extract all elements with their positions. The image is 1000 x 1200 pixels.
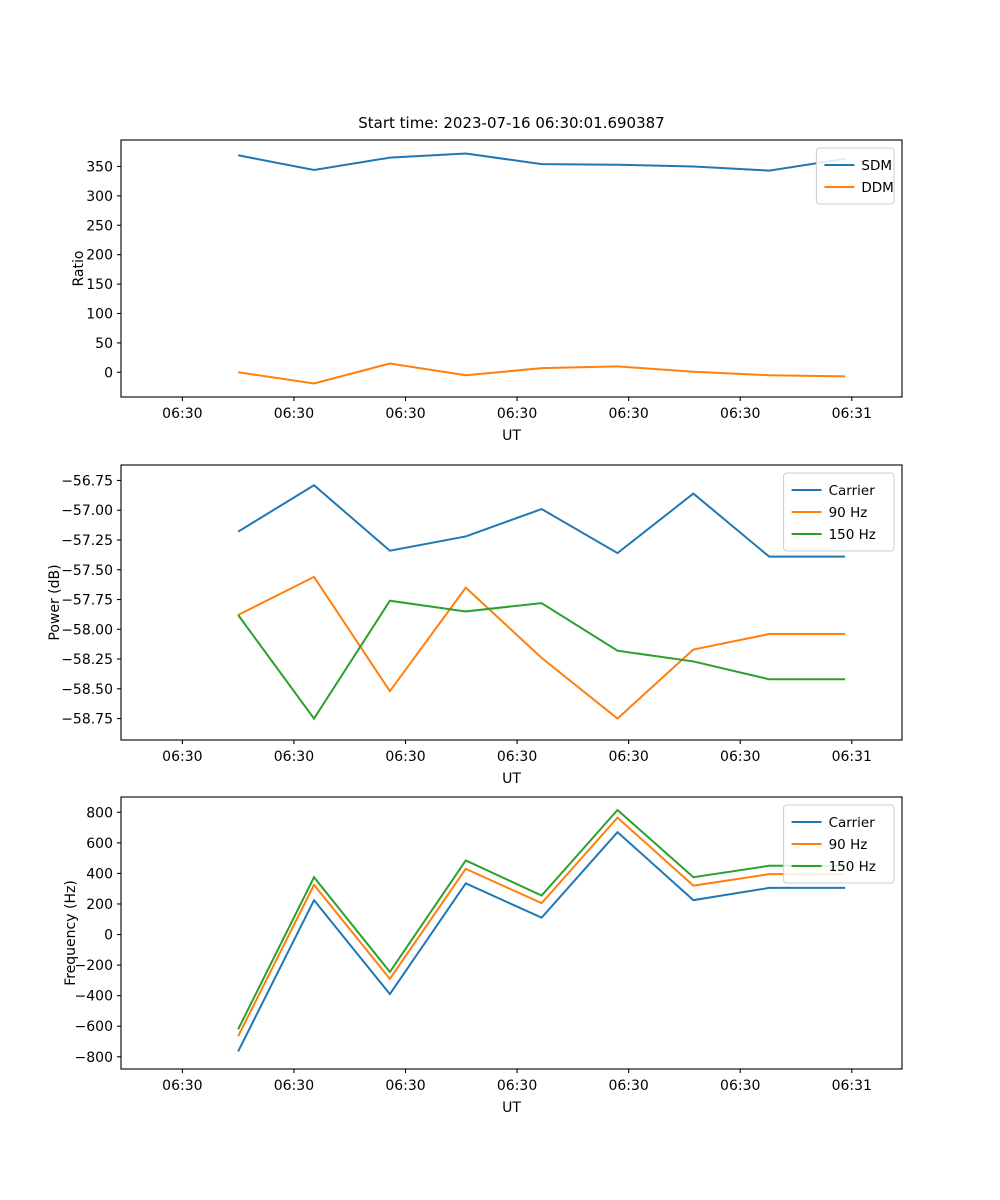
data-lines [237, 152, 846, 385]
y-tick-label: 600 [86, 836, 113, 852]
x-axis-label: UT [502, 771, 521, 787]
legend-label-150-hz: 150 Hz [829, 859, 876, 875]
legend-label-carrier: Carrier [829, 815, 876, 831]
x-tick-label: 06:30 [497, 406, 537, 422]
y-tick-label: −58.00 [61, 622, 113, 638]
legend-box [783, 804, 895, 884]
y-axis-label: Ratio [71, 251, 87, 287]
subplot-ratio: Start time: 2023-07-16 06:30:01.690387 06… [0, 110, 1000, 455]
x-tick-label: 06:30 [720, 749, 760, 765]
y-tick-label: −800 [75, 1050, 113, 1066]
legend-label-90-hz: 90 Hz [829, 837, 868, 853]
x-tick-label: 06:30 [608, 749, 648, 765]
y-tick-label: 100 [86, 306, 113, 322]
legend-label-ddm: DDM [861, 180, 893, 196]
x-tick-label: 06:31 [832, 749, 872, 765]
series-line-sdm [237, 152, 846, 172]
x-tick-label: 06:30 [497, 1078, 537, 1094]
x-tick-label: 06:30 [385, 749, 425, 765]
series-line-90-hz [237, 816, 846, 1037]
legend: SDM DDM [815, 147, 895, 205]
y-tick-label: 200 [86, 248, 113, 264]
x-tick-label: 06:30 [385, 1078, 425, 1094]
y-tick-label: 350 [86, 159, 113, 175]
y-tick-label: −57.75 [61, 593, 113, 609]
x-axis-label: UT [502, 1100, 521, 1116]
x-tick-label: 06:31 [832, 1078, 872, 1094]
legend-label-carrier: Carrier [829, 483, 876, 499]
y-tick-label: 300 [86, 189, 113, 205]
x-tick-label: 06:30 [608, 406, 648, 422]
subplot-frequency: 06:30 06:30 06:30 06:30 06:30 06:30 06:31 UT −80… [0, 787, 1000, 1117]
legend-box [783, 472, 895, 552]
x-tick-label: 06:30 [162, 406, 202, 422]
series-line-ddm [238, 362, 846, 385]
panel-power-canvas: 06:30 06:30 06:30 06:30 06:30 06:30 06:31 UT −56… [47, 464, 903, 787]
data-lines [237, 484, 846, 721]
x-tick-label: 06:30 [162, 749, 202, 765]
y-tick-label: −400 [75, 989, 113, 1005]
legend-box [815, 147, 895, 205]
y-tick-label: 150 [86, 277, 113, 293]
x-tick-label: 06:30 [274, 406, 314, 422]
panel-frequency-canvas: 06:30 06:30 06:30 06:30 06:30 06:30 06:31 UT −80… [63, 796, 903, 1116]
legend: Carrier 90 Hz 150 Hz [783, 804, 895, 884]
y-tick-label: −57.25 [61, 533, 113, 549]
y-tick-label: −200 [75, 958, 113, 974]
legend-label-150-hz: 150 Hz [829, 527, 876, 543]
x-tick-label: 06:30 [274, 1078, 314, 1094]
subplot-power: 06:30 06:30 06:30 06:30 06:30 06:30 06:31 UT −56… [0, 455, 1000, 787]
legend-label-90-hz: 90 Hz [829, 505, 868, 521]
series-line-carrier [237, 830, 846, 1052]
x-tick-label: 06:30 [497, 749, 537, 765]
panel-ratio-canvas: Start time: 2023-07-16 06:30:01.690387 06… [71, 114, 903, 444]
y-tick-label: −58.25 [61, 652, 113, 668]
axes-frame [120, 464, 903, 741]
y-tick-label: 250 [86, 218, 113, 234]
data-lines [237, 808, 846, 1052]
x-tick-label: 06:31 [832, 406, 872, 422]
y-tick-label: 0 [104, 365, 113, 381]
y-tick-label: 400 [86, 866, 113, 882]
y-tick-label: −58.50 [61, 682, 113, 698]
axes-frame [120, 796, 903, 1070]
y-tick-label: −57.00 [61, 503, 113, 519]
legend: Carrier 90 Hz 150 Hz [783, 472, 895, 552]
y-tick-label: −56.75 [61, 473, 113, 489]
y-tick-label: 200 [86, 897, 113, 913]
y-axis-label: Power (dB) [47, 564, 63, 640]
y-tick-label: −58.75 [61, 712, 113, 728]
x-tick-label: 06:30 [608, 1078, 648, 1094]
x-axis-label: UT [502, 428, 521, 444]
series-line-90-hz [237, 575, 846, 720]
y-axis-label: Frequency (Hz) [63, 880, 79, 986]
chart-title: Start time: 2023-07-16 06:30:01.690387 [358, 114, 664, 132]
y-tick-label: −600 [75, 1019, 113, 1035]
axes-frame [120, 139, 903, 398]
legend-label-sdm: SDM [861, 158, 892, 174]
x-tick-label: 06:30 [162, 1078, 202, 1094]
x-tick-label: 06:30 [274, 749, 314, 765]
x-tick-label: 06:30 [720, 1078, 760, 1094]
series-line-carrier [237, 484, 846, 558]
y-tick-label: −57.50 [61, 563, 113, 579]
series-line-150-hz [237, 808, 846, 1030]
y-tick-label: 50 [95, 336, 113, 352]
series-line-150-hz [237, 599, 846, 721]
x-tick-label: 06:30 [720, 406, 760, 422]
y-tick-label: 0 [104, 928, 113, 944]
y-tick-label: 800 [86, 805, 113, 821]
x-tick-label: 06:30 [385, 406, 425, 422]
